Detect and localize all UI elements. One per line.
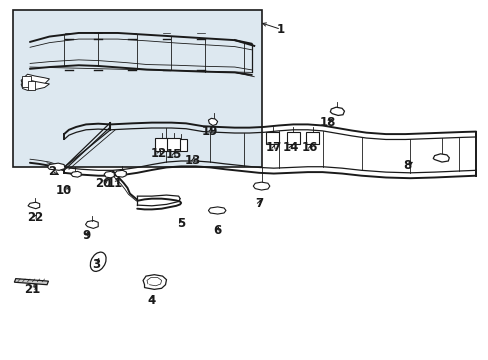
Polygon shape (21, 80, 49, 90)
Bar (13, 10, 261, 167)
Bar (286, 132, 299, 144)
Polygon shape (47, 163, 65, 170)
Text: 10: 10 (56, 184, 72, 197)
Polygon shape (115, 170, 126, 177)
Polygon shape (330, 107, 344, 116)
Polygon shape (14, 279, 48, 285)
Polygon shape (21, 74, 49, 87)
Bar (266, 132, 279, 144)
Polygon shape (143, 275, 166, 289)
Text: 8: 8 (403, 159, 411, 172)
Text: 20: 20 (95, 177, 111, 190)
Text: 22: 22 (27, 211, 43, 224)
Ellipse shape (90, 252, 106, 271)
Text: 15: 15 (165, 148, 182, 161)
Text: 5: 5 (177, 216, 185, 230)
Text: 1: 1 (276, 23, 285, 36)
Text: 4: 4 (147, 294, 156, 307)
Text: 7: 7 (255, 197, 263, 210)
Bar (155, 138, 167, 150)
Text: 16: 16 (302, 141, 318, 154)
Polygon shape (85, 221, 98, 228)
Text: 9: 9 (81, 229, 90, 242)
Text: 14: 14 (282, 141, 298, 154)
Polygon shape (432, 154, 448, 162)
Text: 6: 6 (213, 224, 222, 237)
Text: 13: 13 (185, 154, 201, 167)
Bar (22, 76, 31, 87)
Polygon shape (71, 171, 81, 177)
Text: 21: 21 (24, 283, 41, 296)
Text: 17: 17 (265, 141, 281, 154)
Bar (174, 139, 187, 151)
Bar (306, 132, 319, 144)
Polygon shape (104, 171, 114, 178)
Polygon shape (28, 202, 40, 209)
Text: 2: 2 (48, 165, 56, 177)
Text: 18: 18 (319, 116, 335, 129)
Bar (167, 138, 180, 150)
Text: 19: 19 (202, 125, 218, 138)
Polygon shape (208, 118, 217, 126)
Polygon shape (208, 207, 225, 214)
Text: 12: 12 (151, 147, 167, 159)
Text: 3: 3 (92, 258, 100, 271)
Polygon shape (253, 182, 269, 190)
Text: 11: 11 (107, 177, 123, 190)
Bar (27, 81, 35, 90)
